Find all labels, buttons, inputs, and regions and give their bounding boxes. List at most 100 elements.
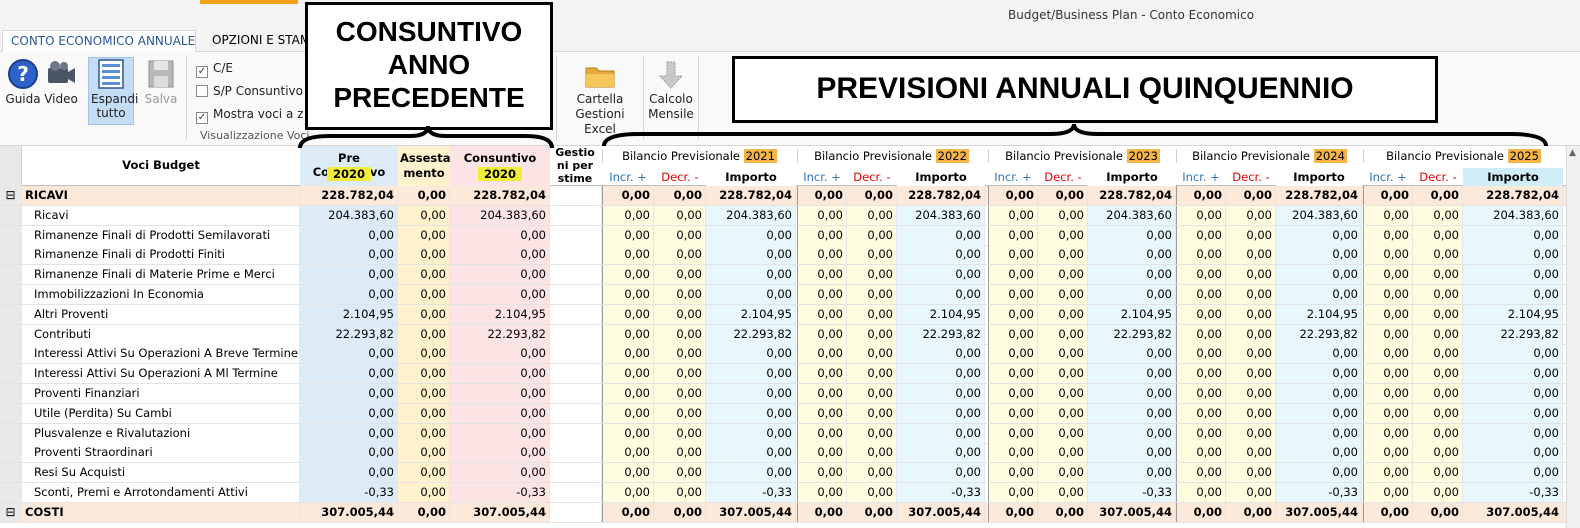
importo-cell[interactable]: 0,00: [1463, 225, 1563, 245]
importo-cell[interactable]: 0,00: [1088, 285, 1176, 304]
incr-cell[interactable]: 0,00: [797, 502, 847, 522]
cartella-gestioni-excel-button[interactable]: Cartella Gestioni Excel: [562, 62, 638, 137]
decr-cell[interactable]: 0,00: [1038, 304, 1088, 324]
assestamento-cell[interactable]: 0,00: [398, 443, 450, 463]
importo-cell[interactable]: 0,00: [706, 225, 796, 245]
assestamento-cell[interactable]: 0,00: [398, 186, 450, 205]
importo-cell[interactable]: 22.293,82: [1088, 324, 1176, 344]
importo-cell[interactable]: 0,00: [706, 285, 796, 304]
importo-cell[interactable]: 307.005,44: [1463, 502, 1563, 522]
decr-cell[interactable]: 0,00: [654, 205, 706, 225]
assestamento-cell[interactable]: 0,00: [398, 285, 450, 304]
importo-cell[interactable]: 0,00: [1463, 403, 1563, 423]
importo-cell[interactable]: 0,00: [897, 225, 985, 245]
table-row[interactable]: Rimanenze Finali di Prodotti Semilavorat…: [0, 225, 1566, 246]
incr-cell[interactable]: 0,00: [988, 364, 1038, 384]
decr-cell[interactable]: 0,00: [1413, 483, 1463, 502]
pre-consuntivo-cell[interactable]: 0,00: [300, 344, 398, 364]
importo-cell[interactable]: -0,33: [706, 483, 796, 502]
incr-cell[interactable]: 0,00: [1176, 423, 1226, 443]
table-row[interactable]: Plusvalenze e Rivalutazioni 0,00 0,00 0,00 0…: [0, 423, 1566, 444]
decr-cell[interactable]: 0,00: [1413, 463, 1463, 483]
importo-cell[interactable]: 204.383,60: [1088, 205, 1176, 225]
decr-cell[interactable]: 0,00: [1413, 225, 1463, 245]
decr-cell[interactable]: 0,00: [1413, 443, 1463, 463]
consuntivo-cell[interactable]: 228.782,04: [450, 186, 550, 205]
table-row[interactable]: Sconti, Premi e Arrotondamenti Attivi -0,…: [0, 483, 1566, 503]
table-row[interactable]: Interessi Attivi Su Operazioni A Ml Term…: [0, 364, 1566, 385]
decr-cell[interactable]: 0,00: [1038, 483, 1088, 502]
incr-cell[interactable]: 0,00: [797, 423, 847, 443]
importo-cell[interactable]: 204.383,60: [1276, 205, 1362, 225]
decr-cell[interactable]: 0,00: [847, 483, 897, 502]
importo-cell[interactable]: 2.104,95: [1276, 304, 1362, 324]
incr-cell[interactable]: 0,00: [1176, 205, 1226, 225]
incr-cell[interactable]: 0,00: [602, 245, 654, 265]
incr-cell[interactable]: 0,00: [797, 304, 847, 324]
decr-cell[interactable]: 0,00: [847, 225, 897, 245]
incr-cell[interactable]: 0,00: [1363, 245, 1413, 265]
incr-cell[interactable]: 0,00: [797, 344, 847, 364]
decr-cell[interactable]: 0,00: [1226, 205, 1276, 225]
incr-cell[interactable]: 0,00: [602, 502, 654, 522]
decr-cell[interactable]: 0,00: [1038, 384, 1088, 403]
incr-cell[interactable]: 0,00: [988, 423, 1038, 443]
incr-cell[interactable]: 0,00: [1363, 186, 1413, 205]
decr-cell[interactable]: 0,00: [847, 205, 897, 225]
importo-cell[interactable]: 0,00: [1088, 463, 1176, 483]
decr-cell[interactable]: 0,00: [847, 324, 897, 344]
importo-cell[interactable]: 0,00: [1088, 443, 1176, 463]
espandi-tutto-button[interactable]: Espandi tutto: [88, 57, 138, 125]
decr-cell[interactable]: 0,00: [847, 423, 897, 443]
pre-consuntivo-cell[interactable]: 0,00: [300, 245, 398, 265]
decr-cell[interactable]: 0,00: [654, 483, 706, 502]
incr-cell[interactable]: 0,00: [1363, 285, 1413, 304]
sp-consuntivo-checkbox[interactable]: S/P Consuntivo: [196, 84, 303, 98]
pre-consuntivo-cell[interactable]: -0,33: [300, 483, 398, 502]
decr-cell[interactable]: 0,00: [654, 384, 706, 403]
incr-cell[interactable]: 0,00: [988, 443, 1038, 463]
incr-cell[interactable]: 0,00: [1176, 304, 1226, 324]
incr-cell[interactable]: 0,00: [797, 483, 847, 502]
incr-cell[interactable]: 0,00: [797, 463, 847, 483]
incr-cell[interactable]: 0,00: [797, 384, 847, 403]
pre-consuntivo-cell[interactable]: 0,00: [300, 423, 398, 443]
importo-cell[interactable]: 0,00: [1463, 423, 1563, 443]
decr-cell[interactable]: 0,00: [1226, 384, 1276, 403]
decr-cell[interactable]: 0,00: [1038, 205, 1088, 225]
decr-cell[interactable]: 0,00: [1226, 502, 1276, 522]
incr-cell[interactable]: 0,00: [1363, 324, 1413, 344]
decr-cell[interactable]: 0,00: [654, 463, 706, 483]
decr-cell[interactable]: 0,00: [654, 403, 706, 423]
importo-cell[interactable]: 0,00: [1463, 344, 1563, 364]
importo-cell[interactable]: -0,33: [1276, 483, 1362, 502]
table-row[interactable]: Ricavi 204.383,60 0,00 204.383,60 0,00 0,00 20…: [0, 205, 1566, 226]
decr-cell[interactable]: 0,00: [1038, 186, 1088, 205]
importo-cell[interactable]: 0,00: [1463, 443, 1563, 463]
assestamento-cell[interactable]: 0,00: [398, 403, 450, 423]
importo-cell[interactable]: 0,00: [897, 403, 985, 423]
table-row[interactable]: Altri Proventi 2.104,95 0,00 2.104,95 0,00 0,…: [0, 304, 1566, 325]
incr-cell[interactable]: 0,00: [1363, 423, 1413, 443]
decr-cell[interactable]: 0,00: [1038, 364, 1088, 384]
decr-cell[interactable]: 0,00: [1226, 304, 1276, 324]
decr-cell[interactable]: 0,00: [847, 285, 897, 304]
incr-cell[interactable]: 0,00: [1176, 265, 1226, 285]
decr-cell[interactable]: 0,00: [1413, 403, 1463, 423]
importo-cell[interactable]: 0,00: [1276, 344, 1362, 364]
decr-cell[interactable]: 0,00: [654, 502, 706, 522]
incr-cell[interactable]: 0,00: [988, 344, 1038, 364]
incr-cell[interactable]: 0,00: [602, 225, 654, 245]
incr-cell[interactable]: 0,00: [797, 186, 847, 205]
incr-cell[interactable]: 0,00: [1176, 285, 1226, 304]
table-row[interactable]: Proventi Straordinari 0,00 0,00 0,00 0,00 0,0…: [0, 443, 1566, 464]
importo-cell[interactable]: 307.005,44: [1276, 502, 1362, 522]
incr-cell[interactable]: 0,00: [1176, 463, 1226, 483]
importo-cell[interactable]: 0,00: [1276, 265, 1362, 285]
incr-cell[interactable]: 0,00: [988, 384, 1038, 403]
incr-cell[interactable]: 0,00: [602, 443, 654, 463]
importo-cell[interactable]: 228.782,04: [1088, 186, 1176, 205]
incr-cell[interactable]: 0,00: [797, 265, 847, 285]
table-row[interactable]: Resi Su Acquisti 0,00 0,00 0,00 0,00 0,00 0,00…: [0, 463, 1566, 484]
incr-cell[interactable]: 0,00: [602, 463, 654, 483]
